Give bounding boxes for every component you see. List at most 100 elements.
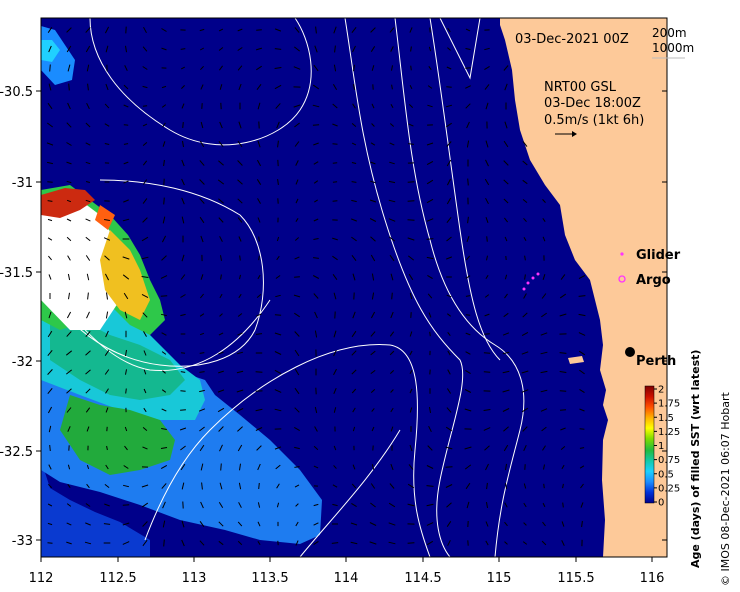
current-arrow — [351, 218, 357, 222]
perth-marker — [625, 347, 635, 357]
current-arrow — [484, 445, 490, 451]
current-arrow — [141, 484, 149, 488]
current-arrow — [333, 292, 337, 300]
current-arrow — [180, 371, 186, 373]
current-arrow — [65, 350, 73, 356]
colorbar-title: Age (days) of filled SST (wrt latest) — [689, 350, 702, 568]
current-arrow — [104, 255, 110, 261]
current-arrow — [181, 216, 185, 224]
current-arrow — [389, 483, 395, 489]
current-arrow — [67, 255, 71, 261]
current-arrow — [503, 198, 509, 204]
x-tick-label: 115.5 — [557, 571, 594, 586]
current-arrow — [200, 84, 204, 90]
current-arrow — [351, 369, 357, 375]
current-arrow — [182, 122, 184, 128]
current-arrow — [218, 47, 224, 51]
current-arrow — [313, 142, 319, 146]
current-arrow — [161, 104, 167, 108]
current-arrow — [162, 370, 166, 374]
current-arrow — [85, 199, 91, 203]
current-arrow — [465, 48, 471, 50]
current-arrow — [274, 48, 282, 50]
current-arrow — [410, 65, 412, 71]
current-arrow — [483, 371, 491, 373]
current-arrow — [106, 445, 108, 451]
current-arrow — [238, 502, 242, 508]
current-arrow — [312, 124, 320, 126]
current-arrow — [524, 255, 526, 261]
current-arrow — [218, 198, 224, 204]
current-arrow — [314, 426, 318, 432]
current-arrow — [293, 46, 301, 52]
current-arrow — [294, 237, 300, 241]
current-arrow — [47, 102, 53, 110]
glider-track — [522, 272, 540, 291]
current-arrow — [352, 407, 356, 413]
current-arrow — [465, 103, 471, 109]
current-arrow — [447, 47, 451, 51]
current-arrow — [446, 502, 452, 508]
current-arrow — [274, 408, 282, 412]
current-arrow — [312, 275, 320, 279]
current-arrow — [388, 522, 396, 526]
current-arrow — [125, 388, 127, 394]
current-arrow — [104, 350, 110, 356]
current-arrow — [523, 293, 527, 299]
current-arrow — [218, 501, 224, 509]
current-arrow — [370, 483, 376, 489]
current-arrow — [218, 217, 224, 223]
current-arrow — [47, 406, 53, 414]
current-arrow — [293, 294, 301, 298]
current-arrow — [313, 64, 319, 72]
current-arrow — [199, 540, 205, 546]
current-arrow — [218, 28, 224, 32]
colorbar-tick-label: 0.25 — [658, 483, 680, 494]
current-arrow — [161, 332, 167, 336]
current-arrow — [503, 140, 509, 148]
current-arrow — [485, 463, 489, 471]
colorbar-tick-label: 0.75 — [658, 455, 680, 466]
current-arrow — [465, 482, 471, 490]
current-arrow — [181, 197, 185, 205]
current-arrow — [409, 84, 413, 90]
current-arrow — [161, 85, 167, 89]
current-arrow — [258, 236, 260, 242]
current-arrow — [274, 84, 282, 90]
current-arrow — [370, 502, 376, 508]
current-arrow — [446, 66, 452, 70]
current-arrow — [388, 199, 396, 203]
current-arrow — [274, 369, 282, 375]
current-arrow — [47, 181, 53, 183]
current-arrow — [390, 389, 394, 393]
current-arrow — [370, 254, 376, 262]
current-arrow — [352, 311, 356, 319]
current-arrow — [218, 140, 224, 148]
current-arrow — [47, 330, 53, 338]
current-arrow — [333, 368, 337, 376]
current-arrow — [106, 292, 108, 300]
current-arrow — [237, 140, 243, 148]
colorbar-tick-label: 1.75 — [658, 399, 680, 410]
current-arrow — [353, 64, 355, 72]
current-arrow — [295, 503, 299, 507]
current-arrow — [371, 273, 375, 281]
current-arrow — [294, 446, 300, 450]
current-arrow — [503, 179, 509, 185]
current-arrow — [123, 143, 129, 145]
current-arrow — [428, 66, 432, 70]
current-arrow — [218, 351, 224, 355]
current-arrow — [67, 273, 71, 281]
current-arrow — [332, 181, 338, 183]
current-arrow — [426, 256, 434, 260]
current-arrow — [371, 426, 375, 432]
current-arrow — [332, 123, 338, 127]
current-arrow — [274, 446, 282, 450]
current-arrow — [333, 407, 337, 413]
current-arrow — [524, 274, 526, 280]
current-arrow — [85, 503, 91, 507]
current-arrow — [559, 352, 567, 354]
current-arrow — [447, 540, 451, 546]
current-arrow — [179, 427, 187, 431]
current-arrow — [66, 161, 72, 165]
